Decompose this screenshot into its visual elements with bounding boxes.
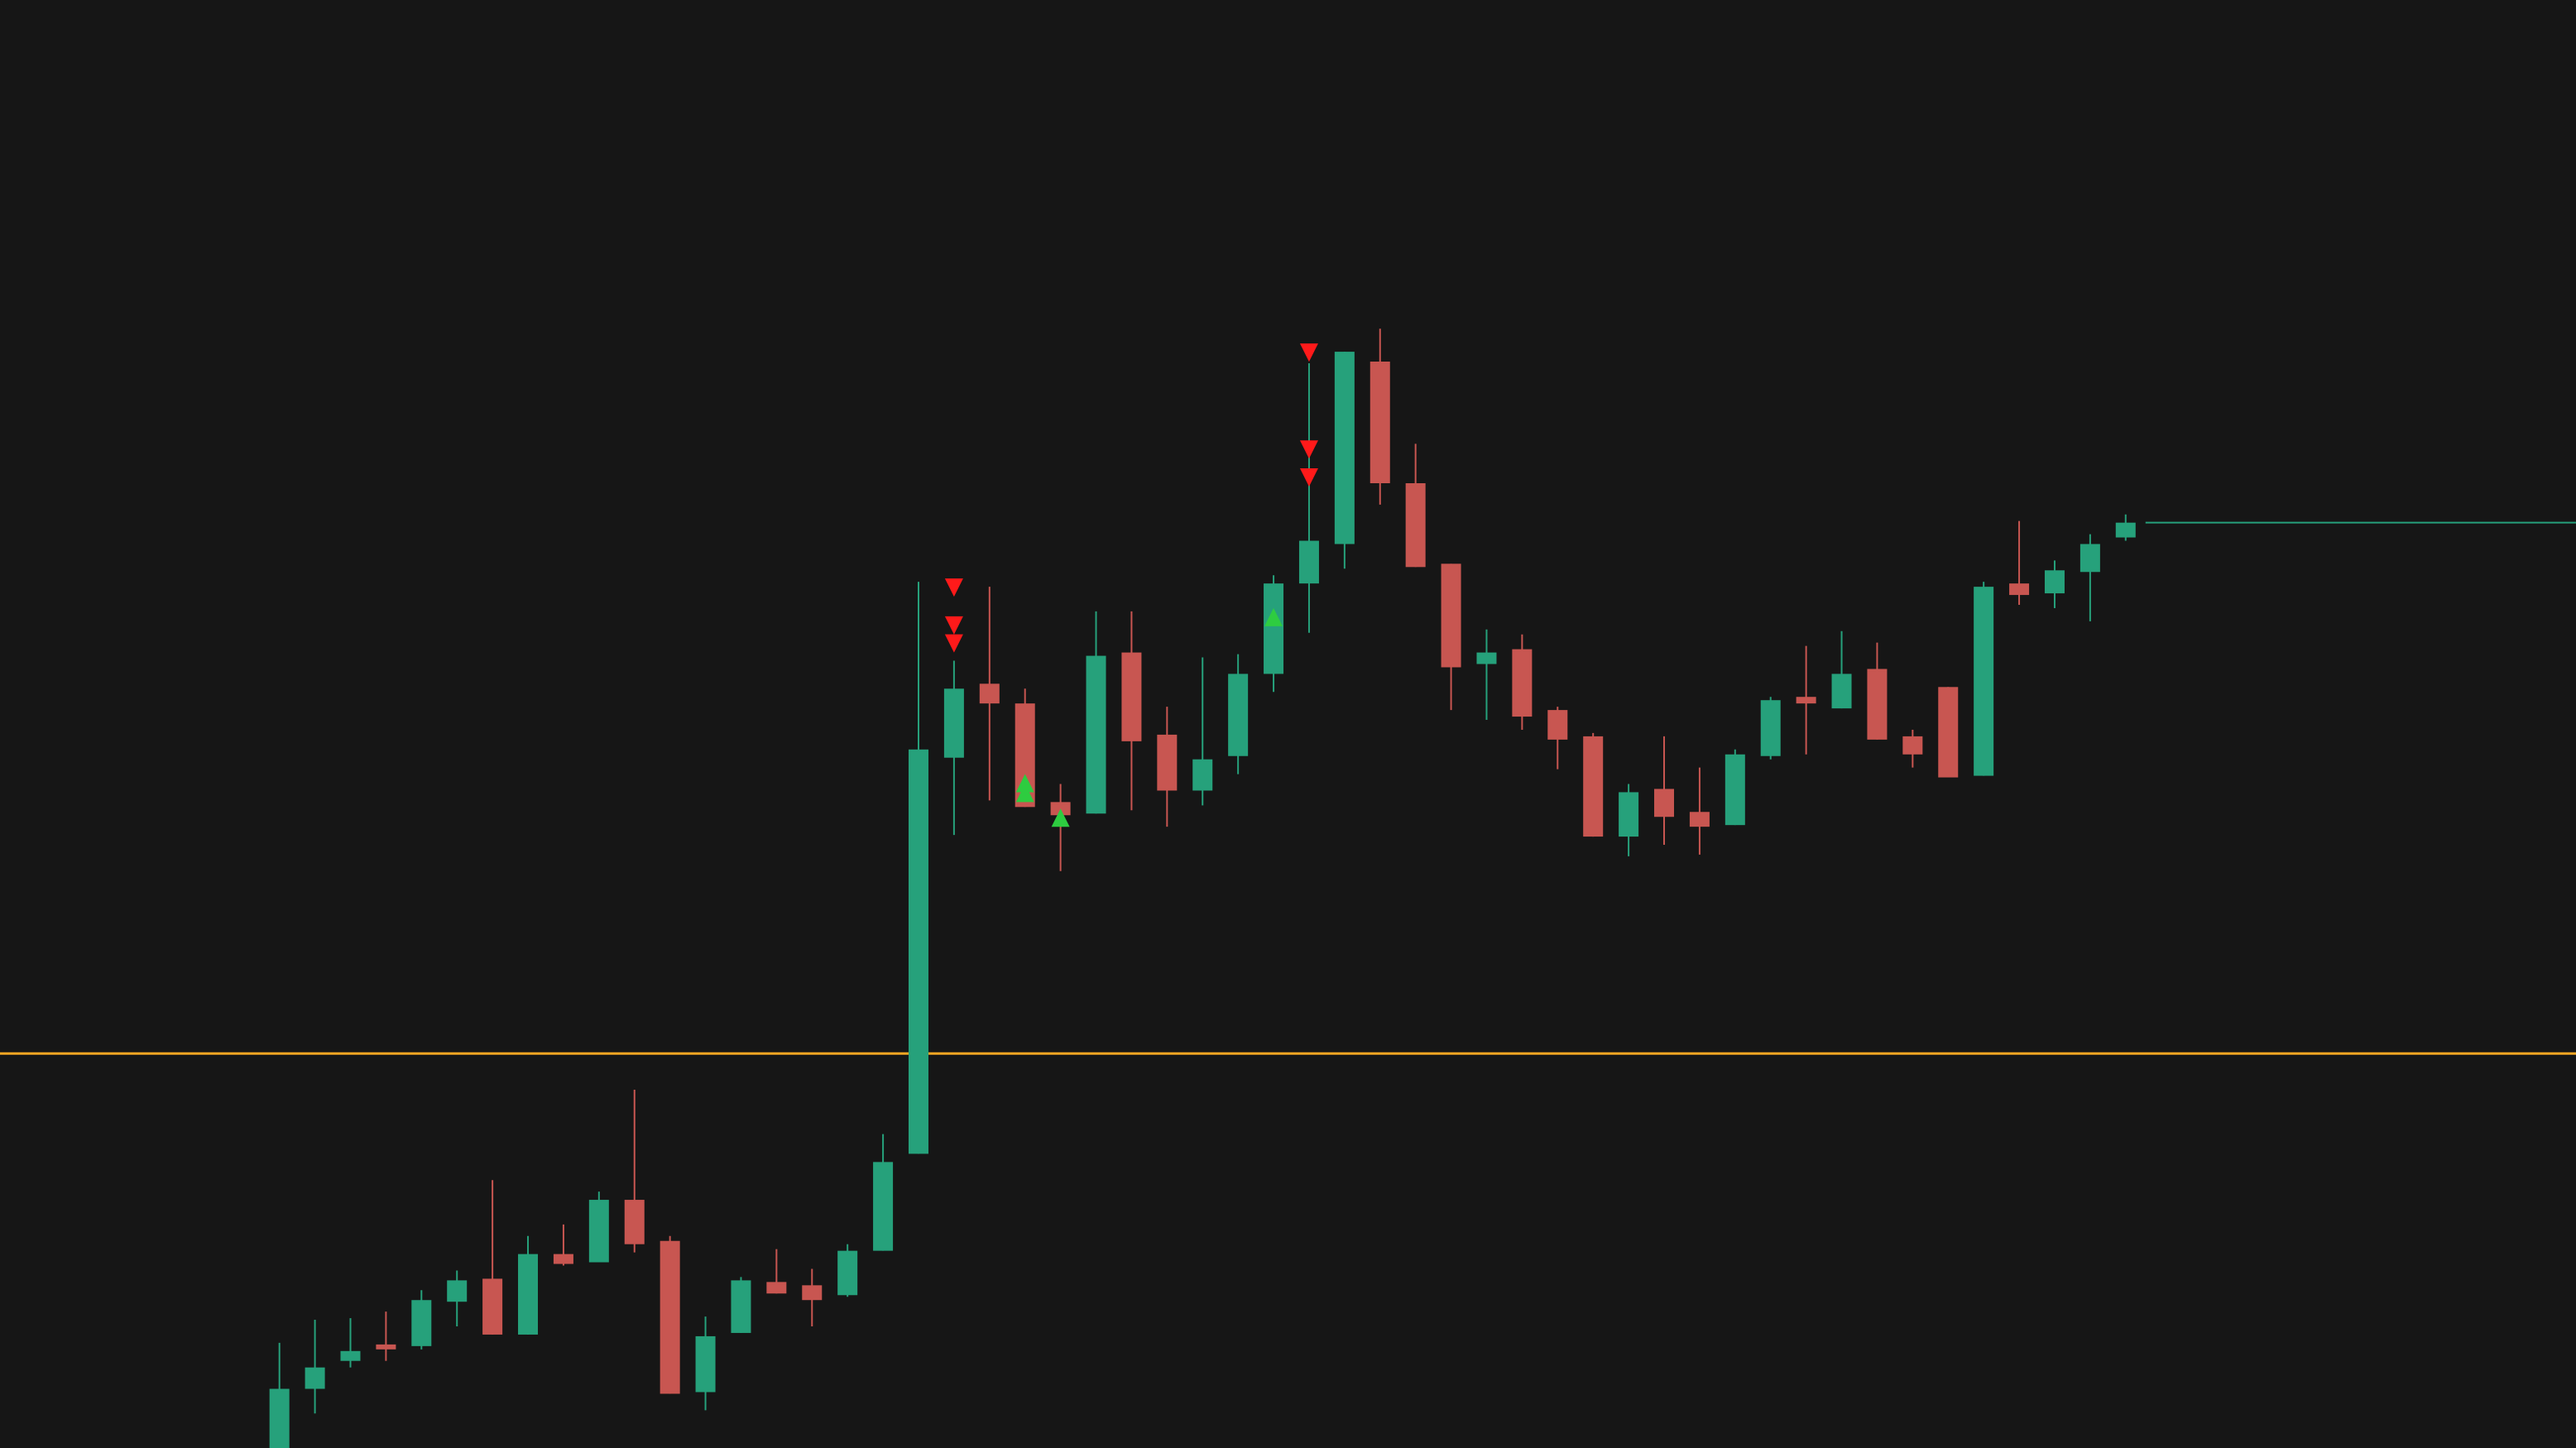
candle-body [1902,736,1923,755]
candle-body [376,1344,396,1350]
buy-signal [1264,607,1283,626]
candle-body [482,1278,503,1335]
sell-signal [1299,468,1318,487]
candle-body [340,1350,361,1361]
candle-body [411,1300,432,1346]
candle-body [1298,540,1319,584]
candle-body [979,683,1000,704]
sell-signal [1299,440,1318,459]
sell-signal [944,578,963,597]
candle-body [1228,674,1249,756]
candle-body [731,1280,751,1333]
candle-body [447,1280,468,1302]
candle-body [1938,687,1959,778]
candle-body [1583,736,1604,837]
candle-body [1086,655,1106,814]
candle-body [802,1285,823,1301]
sell-signal [944,616,963,635]
candle-body [1796,697,1816,704]
candle-body [943,688,964,758]
candle-body [2080,544,2100,573]
candle-body [1157,734,1178,791]
candle-body [553,1254,573,1264]
candle-body [837,1250,858,1296]
candle-body [1760,700,1781,756]
candle-body [1974,587,1994,776]
candle-body [660,1240,680,1394]
candle-body [1547,710,1568,740]
candle-body [1405,482,1426,568]
candle-body [695,1335,716,1393]
candle-body [873,1162,894,1251]
candle-body [2044,570,2065,594]
candle-body [1689,812,1710,827]
candle-body [588,1200,609,1263]
sell-signal [944,634,963,653]
sell-signal [1299,343,1318,362]
candle-body [305,1367,325,1389]
buy-signal [1015,784,1034,803]
candle-body [624,1200,645,1244]
candle-body [2009,583,2030,596]
candle-body [1831,674,1852,709]
candle-body [766,1282,787,1294]
candle-body [1334,352,1355,544]
candle-body [1654,789,1675,817]
candle-body [1867,669,1888,740]
candle-body [1619,792,1639,837]
buy-signal [1051,808,1070,827]
candle-body [518,1254,539,1335]
candle-body [1370,362,1390,483]
candle-body [1725,754,1745,826]
candle-body [1264,583,1284,674]
candle-body [1512,649,1533,717]
candle-body [1192,759,1213,791]
candle-body [269,1388,290,1448]
candle-body [1476,652,1497,664]
candle-body [1121,652,1142,741]
candle-body [2115,522,2136,538]
candle-body [908,749,928,1154]
buy-signal [1015,774,1034,793]
candle-body [1441,563,1461,668]
